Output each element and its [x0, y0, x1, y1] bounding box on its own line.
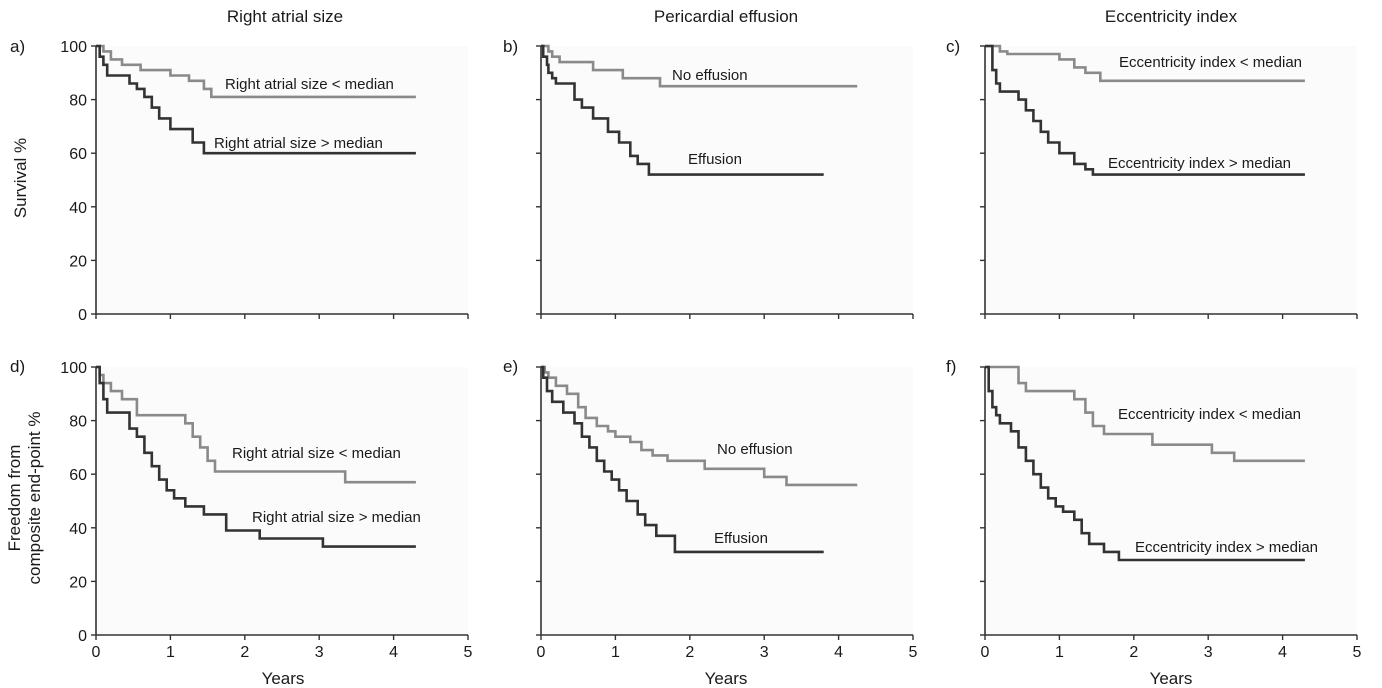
plot-area-c: [985, 46, 1357, 314]
y-axis-title-row2-line2: composite end-point %: [25, 412, 44, 585]
km-curve-f-high: [985, 365, 1305, 562]
km-curve-a-low: [96, 44, 416, 99]
y-tick-label-d-100: 100: [60, 360, 87, 377]
plot-area-a: [96, 46, 468, 314]
label-e-high: Effusion: [714, 530, 768, 547]
y-tick-label-a-0: 0: [78, 307, 87, 324]
plot-area-f: [985, 367, 1357, 635]
label-a-high: Right atrial size > median: [214, 135, 383, 152]
km-curve-f-low: [985, 365, 1305, 463]
panel-letter-a: a): [10, 37, 25, 56]
km-curve-c-high: [985, 44, 1305, 176]
x-tick-label-d-5: 5: [464, 644, 473, 661]
x-tick-label-e-5: 5: [909, 644, 918, 661]
label-f-low: Eccentricity index < median: [1118, 406, 1301, 423]
plot-backgrounds: [96, 46, 1357, 635]
x-tick-label-e-1: 1: [611, 644, 620, 661]
axes: 0 20 40 60 80 100 0 20 40 60 80 100 0 1 2 3 4 5 0 1 2 3 4 5 0 1 2 3…: [60, 39, 1361, 661]
x-tick-label-f-1: 1: [1055, 644, 1064, 661]
column-title-pericardial: Pericardial effusion: [654, 7, 798, 26]
y-tick-label-a-60: 60: [69, 146, 87, 163]
label-d-high: Right atrial size > median: [252, 509, 421, 526]
y-tick-label-d-60: 60: [69, 467, 87, 484]
x-tick-label-f-2: 2: [1129, 644, 1138, 661]
x-tick-label-e-2: 2: [685, 644, 694, 661]
km-curve-d-high: [96, 365, 416, 548]
km-curve-c-low: [985, 44, 1305, 83]
panel-letter-d: d): [10, 357, 25, 376]
plot-area-b: [541, 46, 913, 314]
panel-letter-f: f): [946, 357, 956, 376]
x-axis-title-col2: Years: [705, 669, 748, 688]
y-tick-label-d-0: 0: [78, 628, 87, 645]
label-c-high: Eccentricity index > median: [1108, 155, 1291, 172]
y-tick-label-a-80: 80: [69, 93, 87, 110]
x-axis-title-col3: Years: [1150, 669, 1193, 688]
km-curve-b-low: [541, 44, 858, 88]
x-tick-label-d-0: 0: [92, 644, 101, 661]
km-curve-e-high: [541, 365, 824, 554]
column-title-eccentricity: Eccentricity index: [1105, 7, 1238, 26]
label-d-low: Right atrial size < median: [232, 445, 401, 462]
panel-letter-c: c): [946, 37, 960, 56]
label-f-high: Eccentricity index > median: [1135, 539, 1318, 556]
label-b-high: Effusion: [688, 151, 742, 168]
text-labels: Right atrial size Pericardial effusion E…: [5, 7, 1318, 688]
y-axis-title-row1: Survival %: [11, 138, 30, 218]
km-curve-a-high: [96, 44, 416, 155]
y-tick-label-a-100: 100: [60, 39, 87, 56]
y-axis-title-row2-line1: Freedom from: [5, 445, 24, 552]
x-tick-label-e-0: 0: [537, 644, 546, 661]
plot-area-e: [541, 367, 913, 635]
column-title-right-atrial: Right atrial size: [227, 7, 343, 26]
x-tick-label-e-4: 4: [834, 644, 843, 661]
plot-area-d: [96, 367, 468, 635]
label-b-low: No effusion: [672, 67, 748, 84]
x-tick-label-d-1: 1: [166, 644, 175, 661]
label-e-low: No effusion: [717, 441, 793, 458]
x-tick-label-d-4: 4: [389, 644, 398, 661]
survival-curves: [96, 44, 1305, 562]
x-axis-title-col1: Years: [262, 669, 305, 688]
label-a-low: Right atrial size < median: [225, 76, 394, 93]
y-tick-label-d-20: 20: [69, 574, 87, 591]
y-tick-label-a-20: 20: [69, 253, 87, 270]
y-tick-label-d-80: 80: [69, 414, 87, 431]
x-tick-label-e-3: 3: [760, 644, 769, 661]
km-curve-e-low: [541, 365, 858, 487]
panel-letter-b: b): [503, 37, 518, 56]
y-tick-label-d-40: 40: [69, 521, 87, 538]
x-tick-label-d-2: 2: [240, 644, 249, 661]
km-curve-b-high: [541, 44, 824, 176]
y-tick-label-a-40: 40: [69, 200, 87, 217]
x-tick-label-d-3: 3: [315, 644, 324, 661]
label-c-low: Eccentricity index < median: [1119, 54, 1302, 71]
x-tick-label-f-5: 5: [1353, 644, 1362, 661]
x-tick-label-f-0: 0: [981, 644, 990, 661]
x-tick-label-f-4: 4: [1278, 644, 1287, 661]
x-tick-label-f-3: 3: [1204, 644, 1213, 661]
panel-letter-e: e): [503, 357, 518, 376]
